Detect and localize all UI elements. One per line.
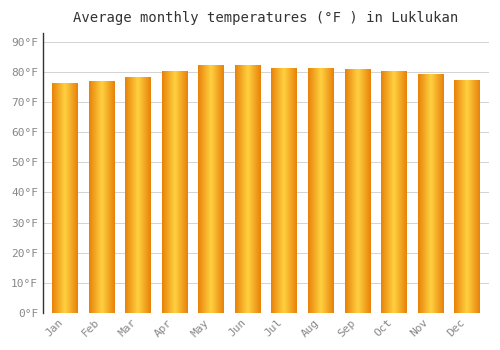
Title: Average monthly temperatures (°F ) in Luklukan: Average monthly temperatures (°F ) in Lu… [74,11,458,25]
